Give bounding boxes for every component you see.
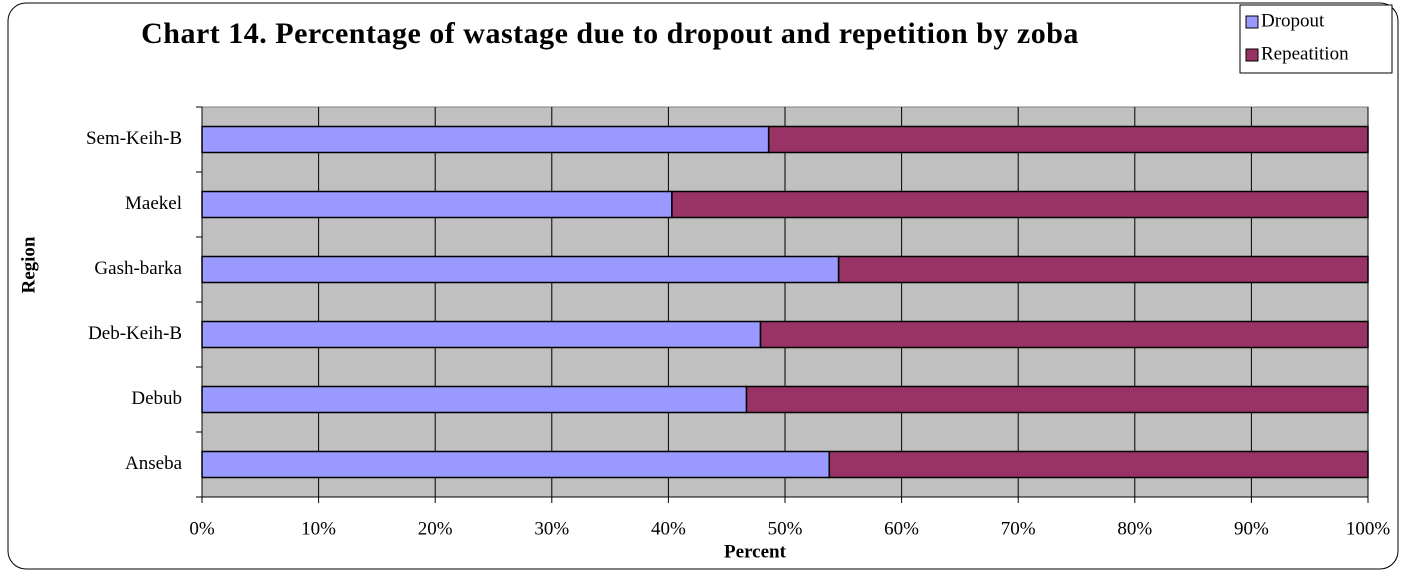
- legend-box: [1239, 4, 1393, 74]
- bar-segment: [837, 255, 1369, 284]
- bar-segment: [759, 320, 1369, 349]
- legend-swatch: [1245, 48, 1259, 62]
- x-axis-label: Percent: [724, 541, 787, 562]
- bar-segment: [767, 125, 1369, 154]
- y-tick-label: Sem-Keih-B: [86, 128, 182, 149]
- bar-segment: [201, 450, 831, 479]
- x-tick-label: 20%: [418, 518, 453, 539]
- bar-segment: [201, 125, 770, 154]
- chart-title: Chart 14. Percentage of wastage due to d…: [141, 17, 1079, 50]
- x-tick-label: 80%: [1117, 518, 1152, 539]
- legend-swatch: [1245, 15, 1259, 29]
- legend-label: Dropout: [1261, 10, 1325, 31]
- x-tick-label: 100%: [1346, 518, 1391, 539]
- x-tick-label: 70%: [1001, 518, 1036, 539]
- x-tick-label: 90%: [1234, 518, 1269, 539]
- bar-segment: [201, 385, 748, 414]
- x-tick-label: 60%: [884, 518, 919, 539]
- y-tick-label: Anseba: [125, 453, 183, 474]
- bar-segment: [745, 385, 1369, 414]
- y-axis-label: Region: [18, 236, 39, 293]
- x-tick-label: 10%: [301, 518, 336, 539]
- x-tick-label: 50%: [768, 518, 803, 539]
- y-tick-label: Debub: [131, 388, 182, 409]
- legend-label: Repeatition: [1261, 43, 1349, 64]
- y-tick-label: Gash-barka: [94, 258, 182, 279]
- bar-segment: [201, 320, 762, 349]
- bar-segment: [671, 190, 1369, 219]
- y-tick-label: Maekel: [125, 193, 182, 214]
- x-tick-label: 40%: [651, 518, 686, 539]
- bar-segment: [201, 255, 840, 284]
- x-tick-label: 0%: [189, 518, 215, 539]
- bar-segment: [201, 190, 673, 219]
- x-tick-label: 30%: [534, 518, 569, 539]
- y-tick-label: Deb-Keih-B: [88, 323, 182, 344]
- bar-segment: [828, 450, 1369, 479]
